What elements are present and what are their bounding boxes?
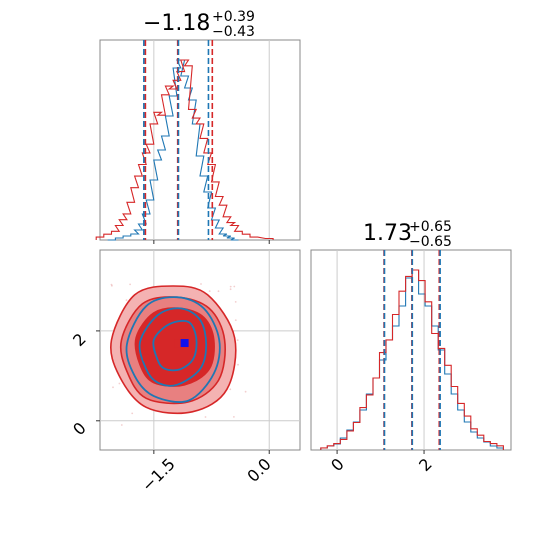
- contour-blue-1: [125, 296, 221, 403]
- x-tick-label: 0.0: [243, 454, 274, 485]
- panel-frame: [99, 39, 301, 241]
- sample-point: [236, 339, 239, 341]
- sample-point: [129, 283, 132, 286]
- histogram-param-1-panel: [95, 39, 301, 244]
- histogram-series-1: [107, 59, 239, 241]
- x-tick-labels-2d: −1.5 0.0: [138, 454, 275, 495]
- sample-point: [233, 416, 235, 418]
- x-tick-label: 2: [415, 454, 436, 475]
- x-tick-label: 0: [327, 454, 348, 475]
- histogram-series-2: [95, 59, 274, 240]
- title-param-1: −1.18 +0.39 −0.43: [143, 9, 255, 40]
- title-param-2-plus: +0.65: [409, 219, 452, 235]
- joint-contour-panel: [96, 249, 301, 454]
- sample-point: [118, 382, 121, 385]
- marker-red-median: [174, 339, 183, 348]
- title-param-2: 1.73 +0.65 −0.65: [363, 219, 452, 250]
- panel-frame: [310, 249, 512, 451]
- sample-point: [229, 288, 232, 291]
- sample-point: [112, 386, 114, 389]
- marker-red: [143, 354, 150, 361]
- sample-point: [208, 290, 211, 292]
- sample-point: [200, 283, 202, 285]
- title-param-2-minus: −0.65: [409, 234, 452, 250]
- y-tick-labels-2d: 2 0: [69, 329, 90, 439]
- title-param-1-minus: −0.43: [212, 24, 255, 40]
- sample-point: [244, 390, 247, 393]
- sample-point: [234, 301, 237, 303]
- contour-blue-3: [152, 319, 198, 372]
- x-tick-label: −1.5: [138, 454, 179, 495]
- y-tick-label: 0: [69, 418, 90, 439]
- sample-point: [233, 285, 236, 288]
- marker-blue: [180, 339, 189, 348]
- sample-point: [217, 290, 220, 293]
- sample-point: [234, 319, 237, 321]
- sample-point: [229, 388, 232, 391]
- contour-blue-2: [138, 307, 208, 387]
- contour-red-3: [134, 307, 215, 387]
- sample-point: [229, 285, 232, 288]
- title-param-2-median: 1.73: [363, 221, 412, 246]
- histogram-param-2-panel: [310, 249, 512, 454]
- panel-frame: [99, 249, 301, 451]
- sample-point: [204, 416, 207, 418]
- sample-point: [111, 284, 113, 287]
- y-tick-label: 2: [69, 329, 90, 350]
- sample-point: [125, 299, 128, 301]
- title-param-1-median: −1.18: [143, 11, 210, 36]
- title-param-1-plus: +0.39: [212, 9, 255, 25]
- sample-point: [131, 412, 134, 415]
- x-tick-labels-param-2: 0 2: [327, 454, 436, 475]
- sample-point: [237, 363, 239, 366]
- sample-point: [120, 424, 123, 426]
